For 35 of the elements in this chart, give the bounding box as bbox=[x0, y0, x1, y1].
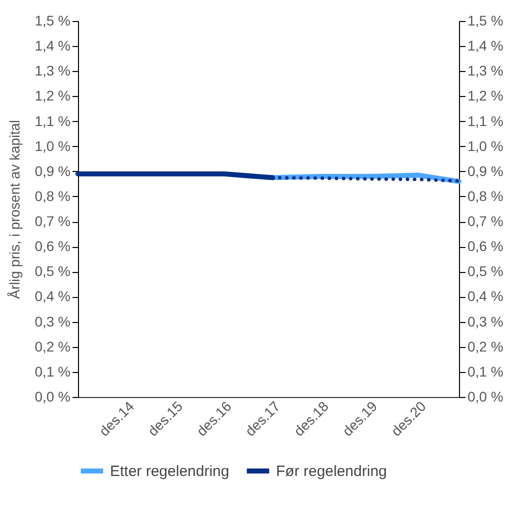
y-tick-label: 0,7 % bbox=[34, 213, 70, 230]
y-tick-label: 0,2 % bbox=[34, 338, 70, 354]
y-tick-label: 0,5 % bbox=[34, 263, 70, 280]
y2-tick-label: 0,8 % bbox=[468, 188, 504, 204]
y2-tick-label: 1,5 % bbox=[468, 12, 504, 28]
y2-tick-label: 0,1 % bbox=[468, 363, 504, 380]
y-tick-label: 0,9 % bbox=[34, 162, 70, 179]
y-tick-label: 1,5 % bbox=[34, 12, 70, 28]
y2-tick-label: 0,3 % bbox=[468, 313, 504, 330]
y2-tick-label: 1,1 % bbox=[468, 112, 504, 129]
y2-tick-label: 0,9 % bbox=[468, 162, 504, 179]
y-tick-label: 1,0 % bbox=[34, 138, 70, 154]
y2-tick-label: 0,5 % bbox=[468, 263, 504, 280]
y-tick-label: 1,4 % bbox=[34, 38, 70, 54]
y-tick-label: 1,1 % bbox=[34, 112, 70, 129]
legend-label: Før regelendring bbox=[276, 463, 387, 480]
y2-tick-label: 0,4 % bbox=[468, 288, 504, 304]
y2-tick-label: 0,2 % bbox=[468, 338, 504, 354]
y-tick-label: 1,2 % bbox=[34, 88, 70, 104]
y2-tick-label: 1,2 % bbox=[468, 88, 504, 104]
y-axis-title: Årlig pris, i prosent av kapital bbox=[6, 120, 23, 299]
y2-tick-label: 0,0 % bbox=[468, 388, 504, 404]
y2-tick-label: 0,6 % bbox=[468, 238, 504, 254]
legend-label: Etter regelendring bbox=[110, 463, 230, 480]
y-tick-label: 0,0 % bbox=[34, 388, 70, 404]
y-tick-label: 1,3 % bbox=[34, 62, 70, 79]
y2-tick-label: 1,3 % bbox=[468, 62, 504, 79]
y2-tick-label: 1,0 % bbox=[468, 138, 504, 154]
y-tick-label: 0,1 % bbox=[34, 363, 70, 380]
y-tick-label: 0,8 % bbox=[34, 188, 70, 204]
y2-tick-label: 1,4 % bbox=[468, 38, 504, 54]
y-tick-label: 0,3 % bbox=[34, 313, 70, 330]
y2-tick-label: 0,7 % bbox=[468, 213, 504, 230]
y-tick-label: 0,4 % bbox=[34, 288, 70, 304]
y-tick-label: 0,6 % bbox=[34, 238, 70, 254]
